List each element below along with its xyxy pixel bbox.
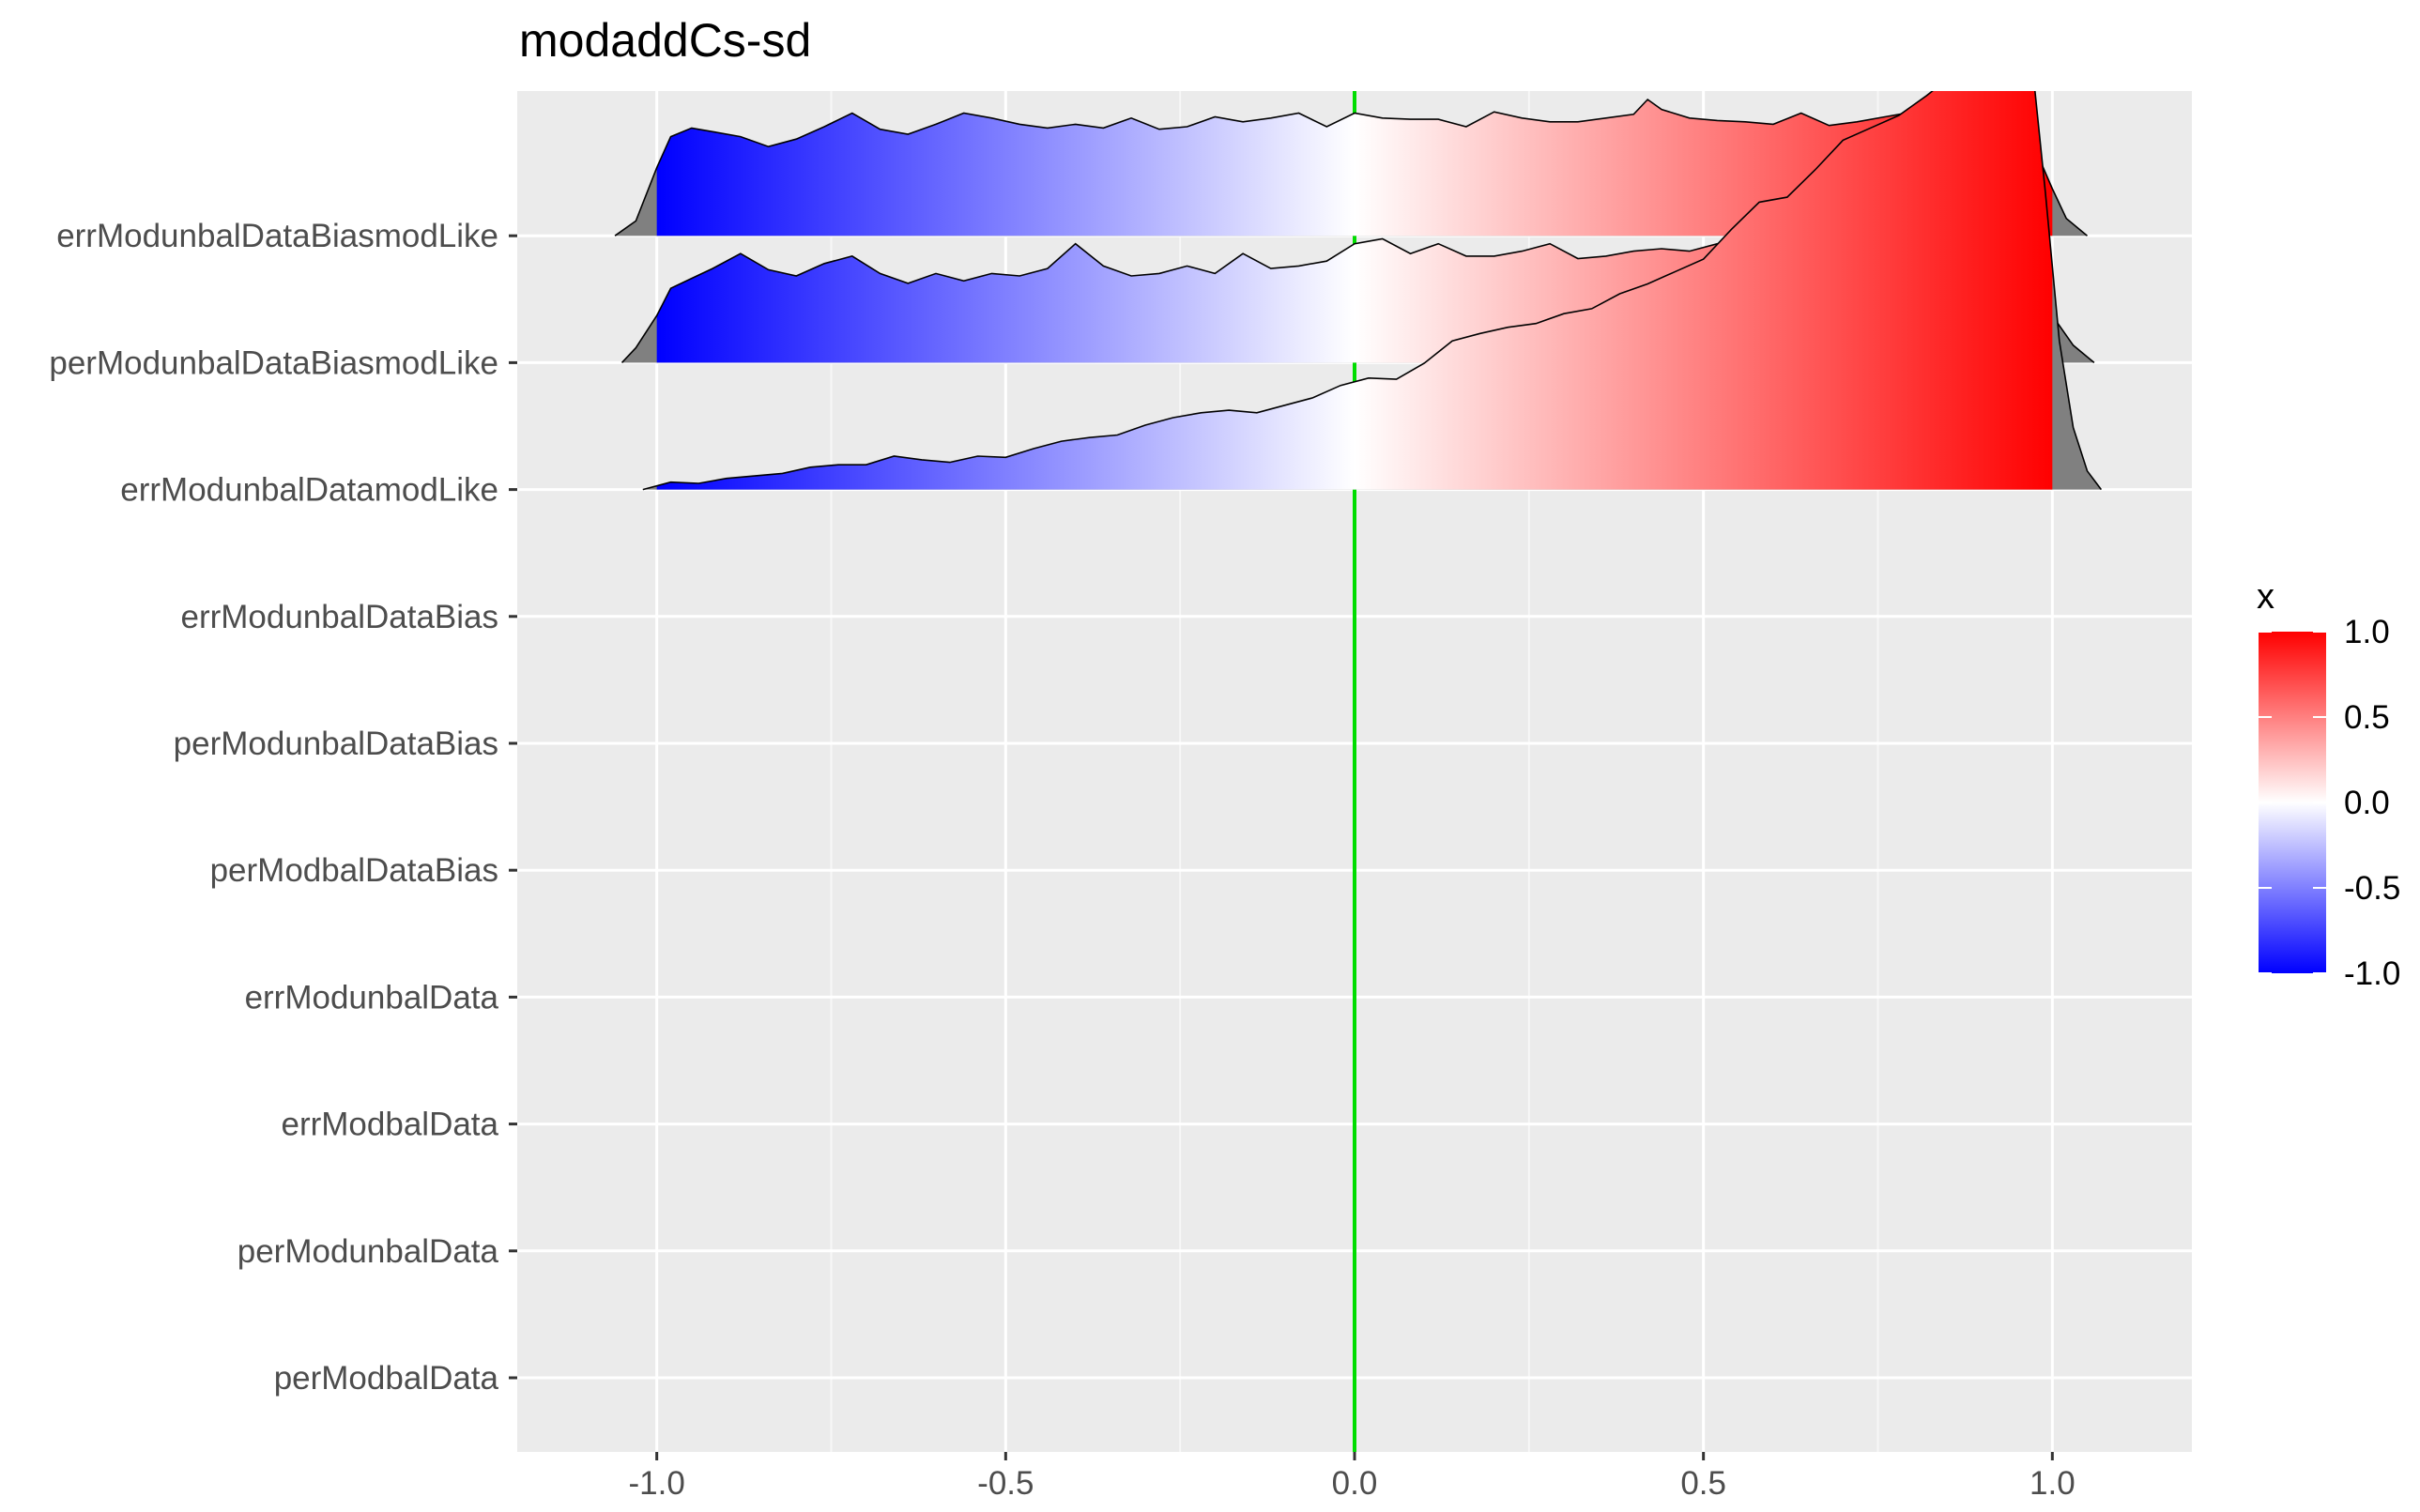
plot-panel <box>517 91 2192 1452</box>
y-tick-label: errModunbalDatamodLike <box>120 472 498 509</box>
x-tick-label: -0.5 <box>977 1465 1034 1502</box>
ridges <box>614 91 2103 491</box>
ridge-errModunbalDatamodLike <box>642 91 2103 491</box>
x-tick-label: -1.0 <box>629 1465 685 1502</box>
y-axis: perModbalData perModunbalData errModbalDat… <box>49 218 517 1397</box>
y-tick-label: errModbalData <box>282 1107 499 1143</box>
ridge-outline <box>614 98 2089 237</box>
legend-label: 1.0 <box>2344 614 2390 650</box>
y-tick-label: perModunbalDataBiasmodLike <box>49 344 498 381</box>
legend-label: -1.0 <box>2344 955 2400 992</box>
x-tick-label: 1.0 <box>2029 1465 2075 1502</box>
x-tick-label: 0.5 <box>1680 1465 1726 1502</box>
ridge-fill-area <box>656 99 2053 237</box>
y-tick-label: errModunbalData <box>245 979 499 1016</box>
x-tick-label: 0.0 <box>1332 1465 1378 1502</box>
legend-title: x <box>2257 577 2274 617</box>
y-tick-label: perModbalDataBias <box>210 852 498 889</box>
x-axis: -1.0 -0.5 0.0 0.5 1.0 <box>629 1452 2075 1502</box>
y-tick-label: perModbalData <box>274 1360 499 1397</box>
y-tick-label: errModunbalDataBias <box>180 599 498 635</box>
ridge-outline <box>642 91 2103 491</box>
y-tick-label: errModunbalDataBiasmodLike <box>56 218 498 254</box>
legend-ticks: 1.0 0.5 0.0 -0.5 -1.0 <box>2259 614 2400 992</box>
legend-label: 0.5 <box>2344 699 2390 736</box>
legend-label: -0.5 <box>2344 870 2400 907</box>
ridge-fill-area <box>656 91 2053 490</box>
legend-label: 0.0 <box>2344 785 2390 821</box>
legend: x 1.0 0.5 0.0 -0.5 -1.0 <box>2257 577 2400 992</box>
chart-title: modaddCs-sd <box>519 14 811 67</box>
y-tick-label: perModunbalDataBias <box>174 725 498 762</box>
ridge-errModunbalDataBiasmodLike <box>614 98 2089 237</box>
y-tick-label: perModunbalData <box>237 1233 499 1270</box>
